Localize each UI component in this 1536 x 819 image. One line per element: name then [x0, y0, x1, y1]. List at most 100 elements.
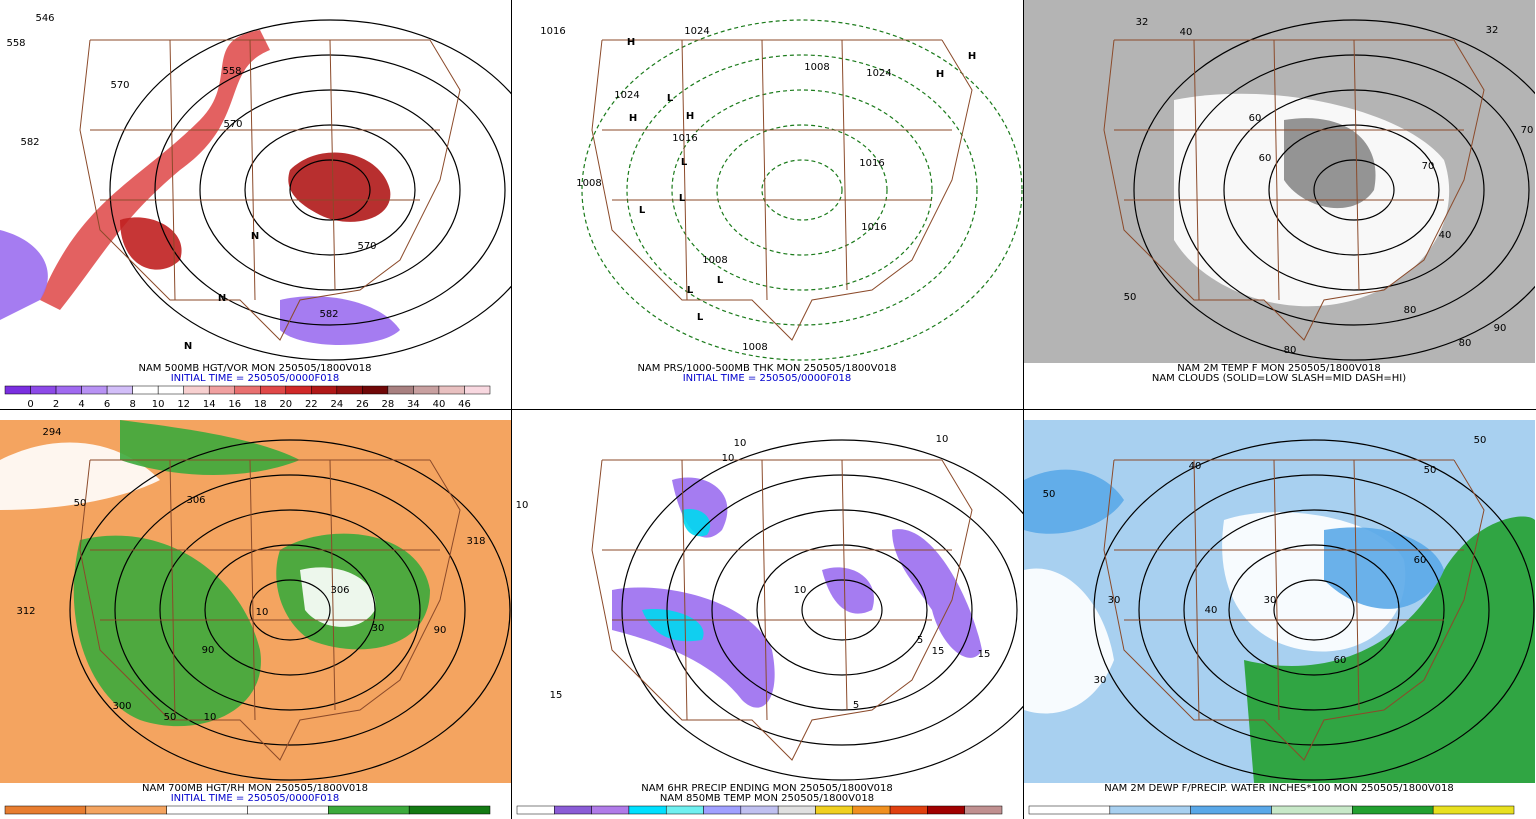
map-label: 32 — [1136, 17, 1149, 28]
map-label: 80 — [1459, 338, 1472, 349]
contour — [626, 54, 978, 326]
map-label: L — [717, 275, 724, 286]
borders — [79, 459, 461, 761]
map-label: 40 — [1205, 605, 1218, 616]
map-shading — [1284, 118, 1376, 209]
contour — [204, 544, 376, 676]
colorbar-swatch — [30, 385, 57, 395]
colorbar-swatch — [889, 805, 928, 815]
colorbar-swatch — [740, 805, 779, 815]
map-label: 546 — [35, 13, 54, 24]
caption: NAM 2M DEWP F/PRECIP. WATER INCHES*100 M… — [1104, 783, 1454, 794]
map-label: 10 — [722, 453, 735, 464]
map — [1024, 420, 1535, 783]
map-label: 558 — [6, 38, 25, 49]
map — [512, 0, 1023, 363]
map-label: 50 — [164, 712, 177, 723]
map-shading — [120, 217, 182, 270]
map-label: 10 — [936, 434, 949, 445]
map-label: 32 — [1486, 25, 1499, 36]
map-label: 294 — [42, 427, 61, 438]
map-label: 60 — [1249, 113, 1262, 124]
borders — [591, 39, 973, 341]
contour — [1268, 124, 1440, 256]
contour — [1133, 19, 1535, 361]
map-label: 30 — [1264, 595, 1277, 606]
map-label: 50 — [74, 498, 87, 509]
contour — [1313, 159, 1395, 221]
contour — [761, 159, 843, 221]
colorbar-label: 26 — [356, 399, 369, 410]
map-label: 1024 — [866, 68, 891, 79]
colorbar-swatch — [1028, 805, 1111, 815]
colorbar-swatch — [81, 385, 108, 395]
map-label: 1016 — [540, 26, 565, 37]
map-label: L — [687, 285, 694, 296]
colorbar-label: 4 — [78, 399, 84, 410]
map — [0, 0, 511, 363]
colorbar-label: 22 — [305, 399, 318, 410]
colorbar-swatch — [1271, 805, 1353, 815]
panel: NAM 6HR PRECIP ENDING MON 250505/1800V01… — [512, 420, 1023, 815]
map-label: N — [218, 293, 226, 304]
caption: INITIAL TIME = 250505/0000F018 — [171, 373, 340, 384]
map-shading — [672, 477, 728, 538]
colorbar-swatch — [1352, 805, 1434, 815]
map-label: L — [681, 157, 688, 168]
colorbar-swatch — [4, 805, 87, 815]
contour — [1138, 474, 1490, 746]
map-label: 582 — [20, 137, 39, 148]
colorbar-swatch — [387, 385, 414, 395]
map-label: 5 — [917, 635, 923, 646]
map-label: 582 — [319, 309, 338, 320]
map-label: 1008 — [804, 62, 829, 73]
colorbar-label: 20 — [279, 399, 292, 410]
borders — [79, 39, 461, 341]
caption: NAM PRS/1000-500MB THK MON 250505/1800V0… — [637, 363, 896, 374]
colorbar-swatch — [464, 385, 491, 395]
caption: NAM 2M TEMP F MON 250505/1800V018 — [1177, 363, 1381, 374]
map — [512, 420, 1023, 783]
contour — [671, 89, 933, 291]
map-label: H — [968, 51, 976, 62]
colorbar-swatch — [166, 805, 248, 815]
contour — [711, 509, 973, 711]
map-shading — [1024, 568, 1114, 714]
map-label: 40 — [1180, 27, 1193, 38]
colorbar-label: 24 — [330, 399, 343, 410]
map-label: 5 — [853, 700, 859, 711]
colorbar-swatch — [336, 385, 363, 395]
colorbar-swatch — [438, 385, 465, 395]
colorbar-swatch — [328, 805, 410, 815]
colorbar-swatch — [208, 385, 235, 395]
map-label: 70 — [1521, 125, 1534, 136]
map-label: L — [639, 205, 646, 216]
contour — [581, 19, 1023, 361]
caption: INITIAL TIME = 250505/0000F018 — [171, 793, 340, 804]
map-label: N — [251, 231, 259, 242]
borders — [1103, 39, 1485, 341]
map-label: 60 — [1334, 655, 1347, 666]
colorbar-swatch — [591, 805, 630, 815]
contour — [756, 544, 928, 676]
map-label: 30 — [1094, 675, 1107, 686]
map-label: H — [936, 69, 944, 80]
contour — [1228, 544, 1400, 676]
colorbar-swatch — [234, 385, 261, 395]
contour — [1183, 509, 1445, 711]
caption: NAM 500MB HGT/VOR MON 250505/1800V018 — [138, 363, 371, 374]
contour — [621, 439, 1023, 781]
borders — [591, 459, 973, 761]
map-label: 50 — [1124, 292, 1137, 303]
map-shading — [892, 529, 982, 658]
colorbar-swatch — [260, 385, 287, 395]
panel: NAM 2M DEWP F/PRECIP. WATER INCHES*100 M… — [1024, 420, 1535, 815]
caption: NAM 6HR PRECIP ENDING MON 250505/1800V01… — [641, 783, 893, 794]
colorbar-label: 34 — [407, 399, 420, 410]
colorbar-swatch — [285, 385, 312, 395]
colorbar-swatch — [777, 805, 816, 815]
map — [0, 420, 511, 783]
map-label: 1024 — [614, 90, 639, 101]
contour — [1093, 439, 1535, 781]
colorbar-swatch — [665, 805, 704, 815]
